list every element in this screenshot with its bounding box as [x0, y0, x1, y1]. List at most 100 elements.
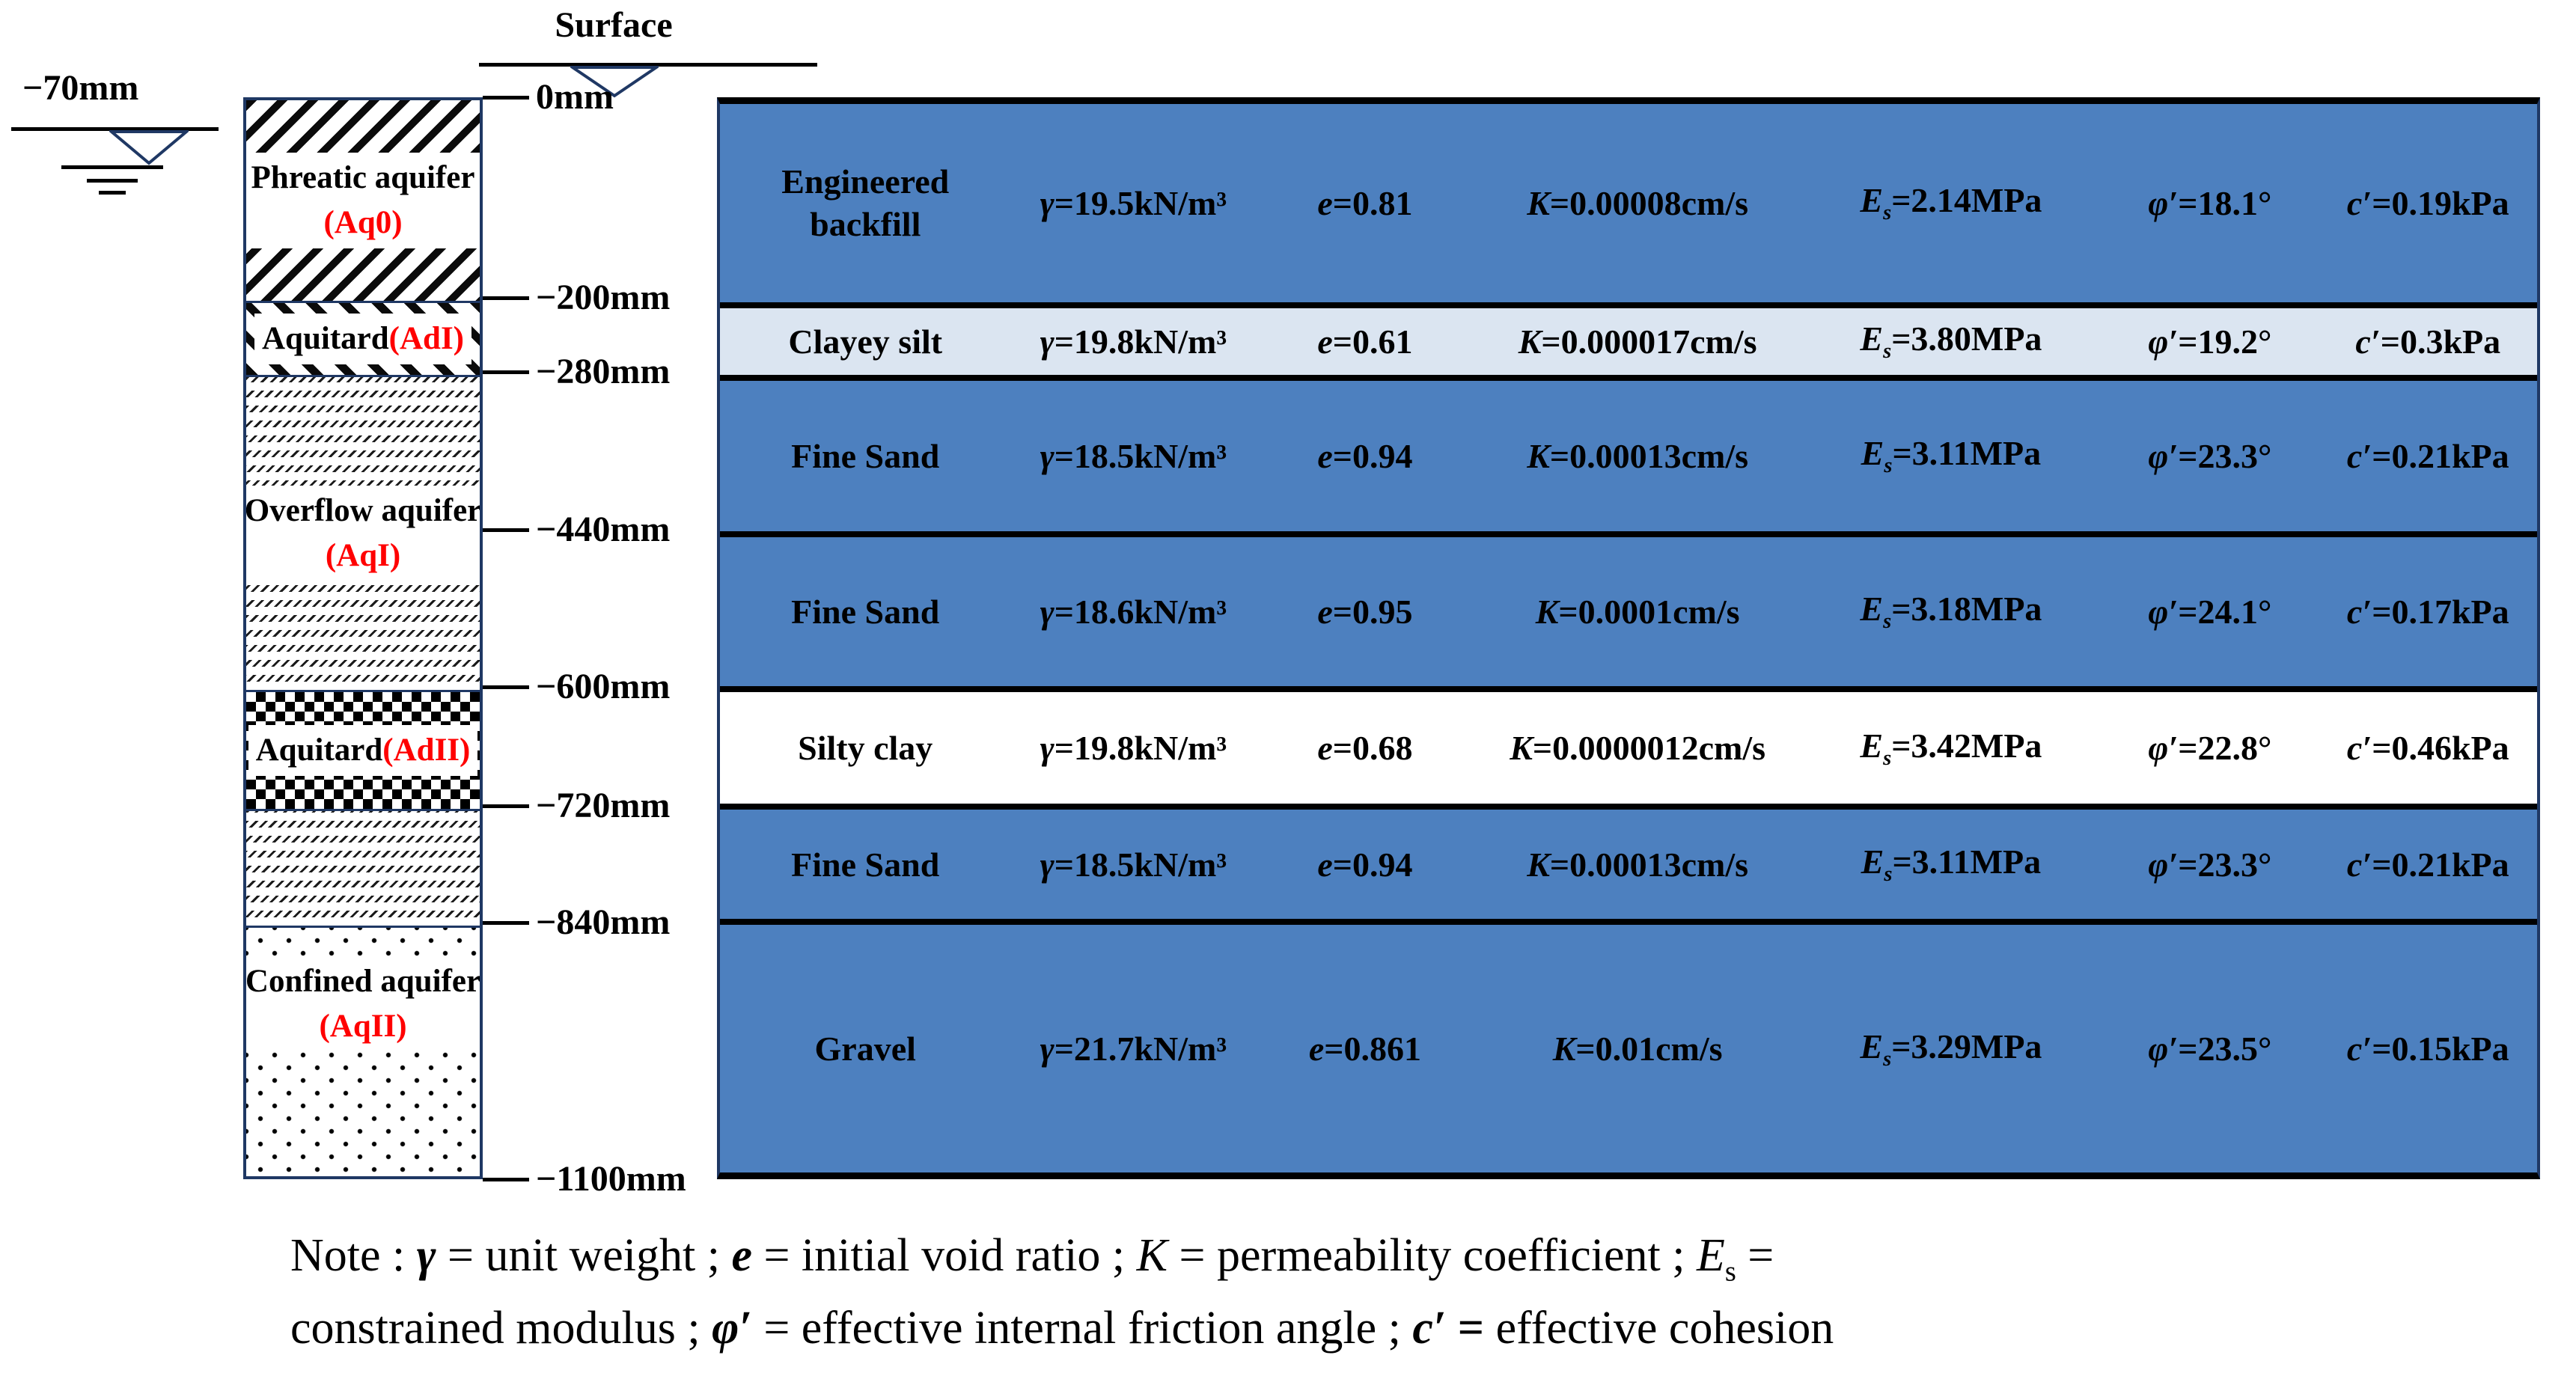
property-value: =0.0001cm/s: [1558, 592, 1740, 631]
property-cell: K=0.000017cm/s: [1474, 322, 1801, 361]
note-segment: =: [1736, 1230, 1774, 1281]
depth-tick-line: [483, 685, 529, 689]
figure-note: Note : γ = unit weight ; e = initial voi…: [290, 1221, 2461, 1363]
layer-name: Confined aquifer: [245, 964, 481, 999]
property-cell: e=0.95: [1256, 592, 1474, 632]
note-segment: = initial void ratio ;: [751, 1230, 1137, 1281]
property-cell: γ=18.5kN/m³: [1010, 436, 1256, 476]
variable-symbol: γ: [1040, 592, 1054, 631]
variable-subscript: s: [1883, 746, 1892, 770]
property-value: =18.5kN/m³: [1054, 437, 1227, 476]
note-segment: =: [1446, 1303, 1496, 1354]
variable-symbol: E: [1860, 590, 1884, 629]
depth-tick-line: [483, 1178, 529, 1181]
property-cell: K=0.00008cm/s: [1474, 183, 1801, 223]
table-row: Clayey silt γ=19.8kN/m³ e=0.61 K=0.000017cm…: [720, 302, 2537, 376]
soil-name: Engineered backfill: [781, 162, 950, 244]
property-value: =0.21kPa: [2372, 437, 2509, 476]
property-value: =0.01cm/s: [1575, 1030, 1723, 1068]
table-row: Fine Sand γ=18.5kN/m³ e=0.94 K=0.00013cm/s E…: [720, 375, 2537, 531]
property-value: =19.8kN/m³: [1054, 322, 1227, 361]
property-cell: γ=21.7kN/m³: [1010, 1029, 1256, 1068]
property-cell: e=0.94: [1256, 436, 1474, 476]
property-cell: e=0.68: [1256, 728, 1474, 768]
soil-table: Engineered backfill γ=19.5kN/m³ e=0.81 K=0.…: [717, 97, 2540, 1179]
layer-aquitard-2: Aquitard(AdII): [246, 690, 480, 809]
layer-fine-sand-band: [246, 809, 480, 926]
depth-label: −440mm: [536, 510, 671, 549]
property-value: =18.6kN/m³: [1054, 592, 1227, 631]
layer-name: Aquitard: [255, 732, 383, 768]
variable-symbol: φ′: [2148, 437, 2179, 476]
variable-symbol: E: [1860, 726, 1884, 765]
layer-overflow-aquifer: Overflow aquifer (AqI): [246, 375, 480, 690]
depth-tick-line: [483, 528, 529, 532]
property-cell: Es=3.11MPa: [1801, 433, 2102, 478]
property-cell: γ=18.6kN/m³: [1010, 592, 1256, 632]
property-cell: c′=0.17kPa: [2319, 592, 2537, 632]
property-value: =3.11MPa: [1892, 843, 2042, 881]
property-cell: c′=0.19kPa: [2319, 183, 2537, 223]
variable-subscript: s: [1883, 201, 1892, 225]
note-segment: constrained modulus ;: [290, 1303, 712, 1354]
variable-symbol: e: [1308, 1030, 1325, 1068]
variable-symbol: e: [1317, 592, 1333, 631]
variable-symbol: e: [1317, 845, 1333, 884]
note-segment: s: [1724, 1256, 1736, 1288]
property-cell: c′=0.15kPa: [2319, 1029, 2537, 1068]
property-value: =0.21kPa: [2372, 845, 2509, 884]
depth-tick-line: [483, 96, 529, 100]
depth-label: −1100mm: [536, 1159, 686, 1199]
depth-label: 0mm: [536, 77, 614, 117]
depth-label: −280mm: [536, 352, 671, 391]
variable-subscript: s: [1883, 610, 1892, 634]
table-row: Gravel γ=21.7kN/m³ e=0.861 K=0.01cm/s Es=3.2…: [720, 919, 2537, 1172]
property-cell: Es=3.29MPa: [1801, 1027, 2102, 1071]
layer-code: (Aq0): [323, 205, 403, 240]
layer-code: (AqI): [325, 538, 401, 573]
variable-subscript: s: [1884, 863, 1893, 887]
note-segment: = effective internal friction angle ;: [751, 1303, 1413, 1354]
variable-symbol: e: [1317, 437, 1333, 476]
property-cell: γ=18.5kN/m³: [1010, 845, 1256, 884]
note-segment: Note :: [290, 1230, 417, 1281]
property-value: =0.94: [1332, 845, 1413, 884]
variable-symbol: c′: [2346, 845, 2372, 884]
layer-name: Aquitard: [262, 320, 389, 356]
property-value: =3.29MPa: [1891, 1027, 2042, 1065]
variable-symbol: φ′: [2148, 1030, 2179, 1068]
variable-symbol: γ: [1040, 183, 1054, 222]
property-value: =0.68: [1332, 729, 1413, 768]
stratigraphy-column: Phreatic aquifer (Aq0) Aquitard(AdI) Ove…: [243, 97, 483, 1179]
variable-symbol: K: [1510, 729, 1533, 768]
variable-symbol: E: [1860, 181, 1884, 220]
property-value: =23.3°: [2178, 437, 2272, 476]
variable-symbol: φ′: [2148, 183, 2179, 222]
note-line: constrained modulus ; φ′ = effective int…: [290, 1294, 2461, 1363]
variable-symbol: e: [1317, 322, 1333, 361]
depth-label: −720mm: [536, 786, 671, 825]
note-segment: e: [731, 1230, 752, 1281]
variable-symbol: K: [1527, 437, 1550, 476]
note-segment: c′: [1412, 1303, 1447, 1354]
property-value: =0.19kPa: [2372, 183, 2509, 222]
property-cell: φ′=19.2°: [2101, 322, 2319, 361]
depth-tick-line: [483, 804, 529, 808]
depth-label: −200mm: [536, 278, 671, 317]
property-value: =0.000017cm/s: [1541, 322, 1757, 361]
water-table-dash: [87, 179, 138, 183]
property-value: =0.61: [1332, 322, 1413, 361]
layer-name: Phreatic aquifer: [251, 159, 475, 195]
depth-tick-line: [483, 296, 529, 300]
property-value: =0.95: [1332, 592, 1413, 631]
property-cell: K=0.00013cm/s: [1474, 436, 1801, 476]
variable-symbol: φ′: [2148, 592, 2179, 631]
soil-name: Fine Sand: [791, 592, 940, 631]
variable-symbol: c′: [2346, 183, 2372, 222]
property-value: =18.1°: [2178, 183, 2272, 222]
property-value: =21.7kN/m³: [1054, 1030, 1227, 1068]
property-cell: K=0.01cm/s: [1474, 1029, 1801, 1068]
variable-symbol: K: [1527, 845, 1550, 884]
layer-code: (AdII): [382, 732, 471, 768]
property-cell: γ=19.5kN/m³: [1010, 183, 1256, 223]
